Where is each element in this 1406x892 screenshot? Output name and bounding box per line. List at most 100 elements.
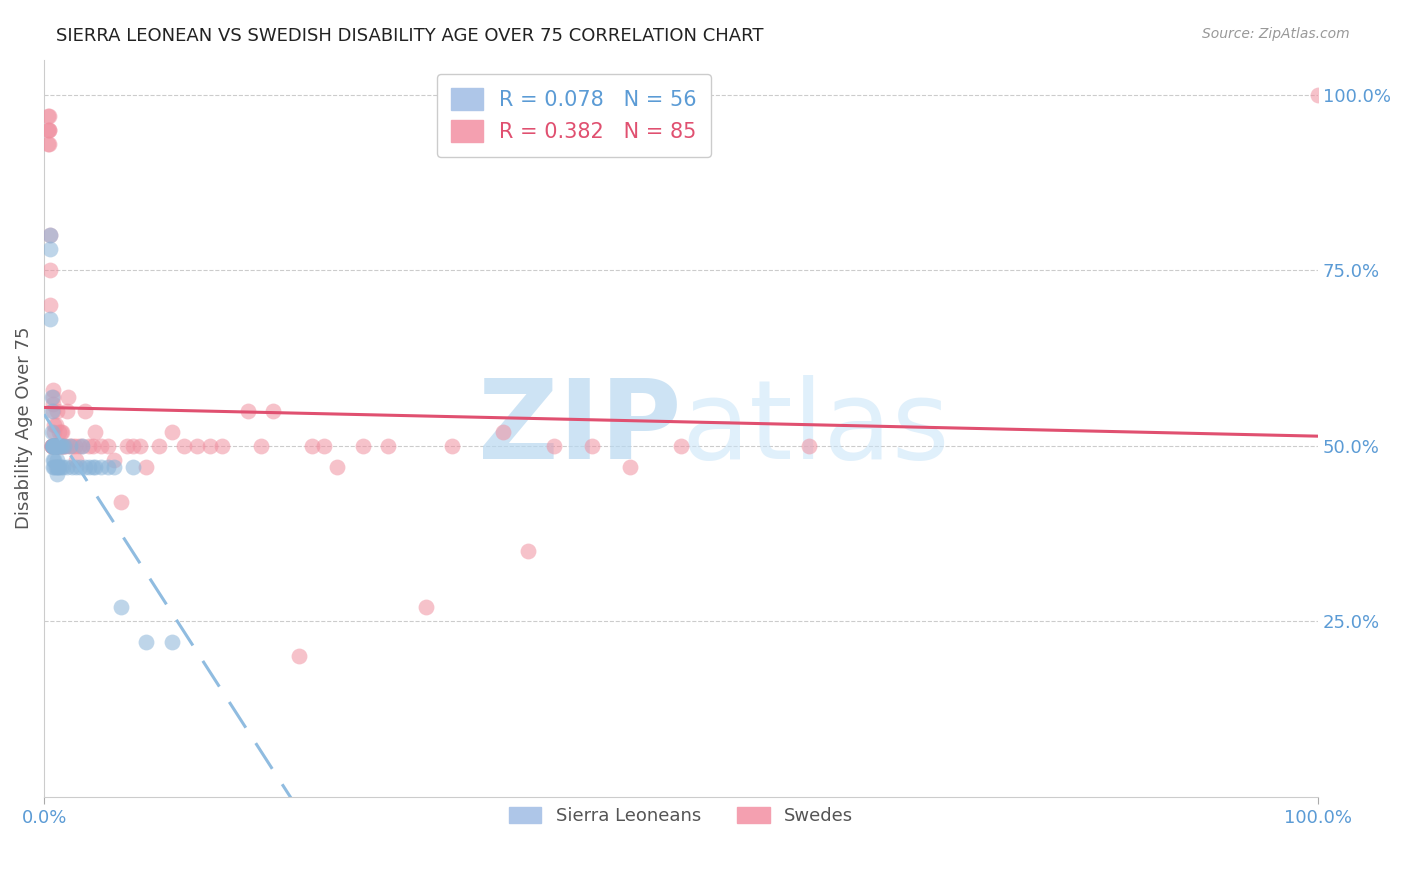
Point (42, 459, 65, 474)
Point (65, 452, 87, 467)
Point (38, 123, 60, 137)
Point (82, 439, 104, 453)
Point (45, 439, 67, 453)
Text: atlas: atlas (681, 375, 949, 482)
Point (45, 417, 67, 432)
Point (45, 439, 67, 453)
Point (249, 439, 271, 453)
Point (46, 459, 69, 474)
Point (52, 459, 75, 474)
Point (42, 439, 65, 453)
Point (46, 439, 69, 453)
Point (44, 452, 66, 467)
Point (44, 439, 66, 453)
Point (49, 439, 72, 453)
Point (186, 439, 208, 453)
Point (44, 459, 66, 474)
Point (1308, 87, 1330, 102)
Point (42, 390, 65, 404)
Point (55, 439, 77, 453)
Point (72, 439, 94, 453)
Point (45, 439, 67, 453)
Point (97, 459, 120, 474)
Point (198, 439, 221, 453)
Point (41, 439, 63, 453)
Point (97, 439, 120, 453)
Point (72, 439, 94, 453)
Point (46, 439, 69, 453)
Point (41, 439, 63, 453)
Point (301, 439, 323, 453)
Point (38, 109, 60, 123)
Point (135, 635, 157, 649)
Point (39, 228, 62, 243)
Point (44, 417, 66, 432)
Point (53, 439, 76, 453)
Point (39, 228, 62, 243)
Point (45, 439, 67, 453)
Point (49, 425, 72, 439)
Point (115, 439, 138, 453)
Point (37, 123, 59, 137)
Point (67, 439, 90, 453)
Point (135, 459, 157, 474)
Point (82, 459, 104, 474)
Point (44, 439, 66, 453)
Point (49, 439, 72, 453)
Point (45, 439, 67, 453)
Point (236, 403, 259, 417)
Point (69, 459, 91, 474)
Y-axis label: Disability Age Over 75: Disability Age Over 75 (15, 327, 32, 530)
Point (440, 439, 463, 453)
Point (84, 459, 107, 474)
Point (48, 439, 70, 453)
Point (797, 439, 820, 453)
Point (45, 403, 67, 417)
Point (41, 439, 63, 453)
Point (288, 649, 311, 664)
Point (44, 439, 66, 453)
Point (122, 459, 145, 474)
Point (73, 403, 96, 417)
Point (60, 459, 83, 474)
Point (58, 439, 80, 453)
Point (45, 452, 67, 467)
Point (77, 459, 100, 474)
Point (42, 439, 65, 453)
Point (211, 439, 233, 453)
Point (42, 439, 65, 453)
Point (41, 390, 63, 404)
Point (148, 439, 170, 453)
Point (45, 439, 67, 453)
Point (42, 452, 65, 467)
Point (48, 439, 70, 453)
Point (103, 459, 125, 474)
Text: SIERRA LEONEAN VS SWEDISH DISABILITY AGE OVER 75 CORRELATION CHART: SIERRA LEONEAN VS SWEDISH DISABILITY AGE… (56, 27, 763, 45)
Point (377, 439, 399, 453)
Point (42, 439, 65, 453)
Point (38, 136, 60, 151)
Point (52, 439, 75, 453)
Point (45, 439, 67, 453)
Point (41, 439, 63, 453)
Point (517, 544, 540, 558)
Point (122, 439, 145, 453)
Point (160, 425, 183, 439)
Point (44, 439, 66, 453)
Point (103, 452, 125, 467)
Text: Source: ZipAtlas.com: Source: ZipAtlas.com (1202, 27, 1350, 41)
Point (49, 459, 72, 474)
Point (41, 403, 63, 417)
Point (110, 495, 132, 509)
Point (45, 467, 67, 481)
Point (56, 403, 79, 417)
Legend: Sierra Leoneans, Swedes: Sierra Leoneans, Swedes (498, 796, 865, 836)
Point (90, 439, 112, 453)
Point (48, 459, 70, 474)
Point (619, 459, 641, 474)
Point (45, 459, 67, 474)
Point (110, 600, 132, 615)
Point (73, 459, 96, 474)
Point (42, 396, 65, 410)
Text: ZIP: ZIP (478, 375, 681, 482)
